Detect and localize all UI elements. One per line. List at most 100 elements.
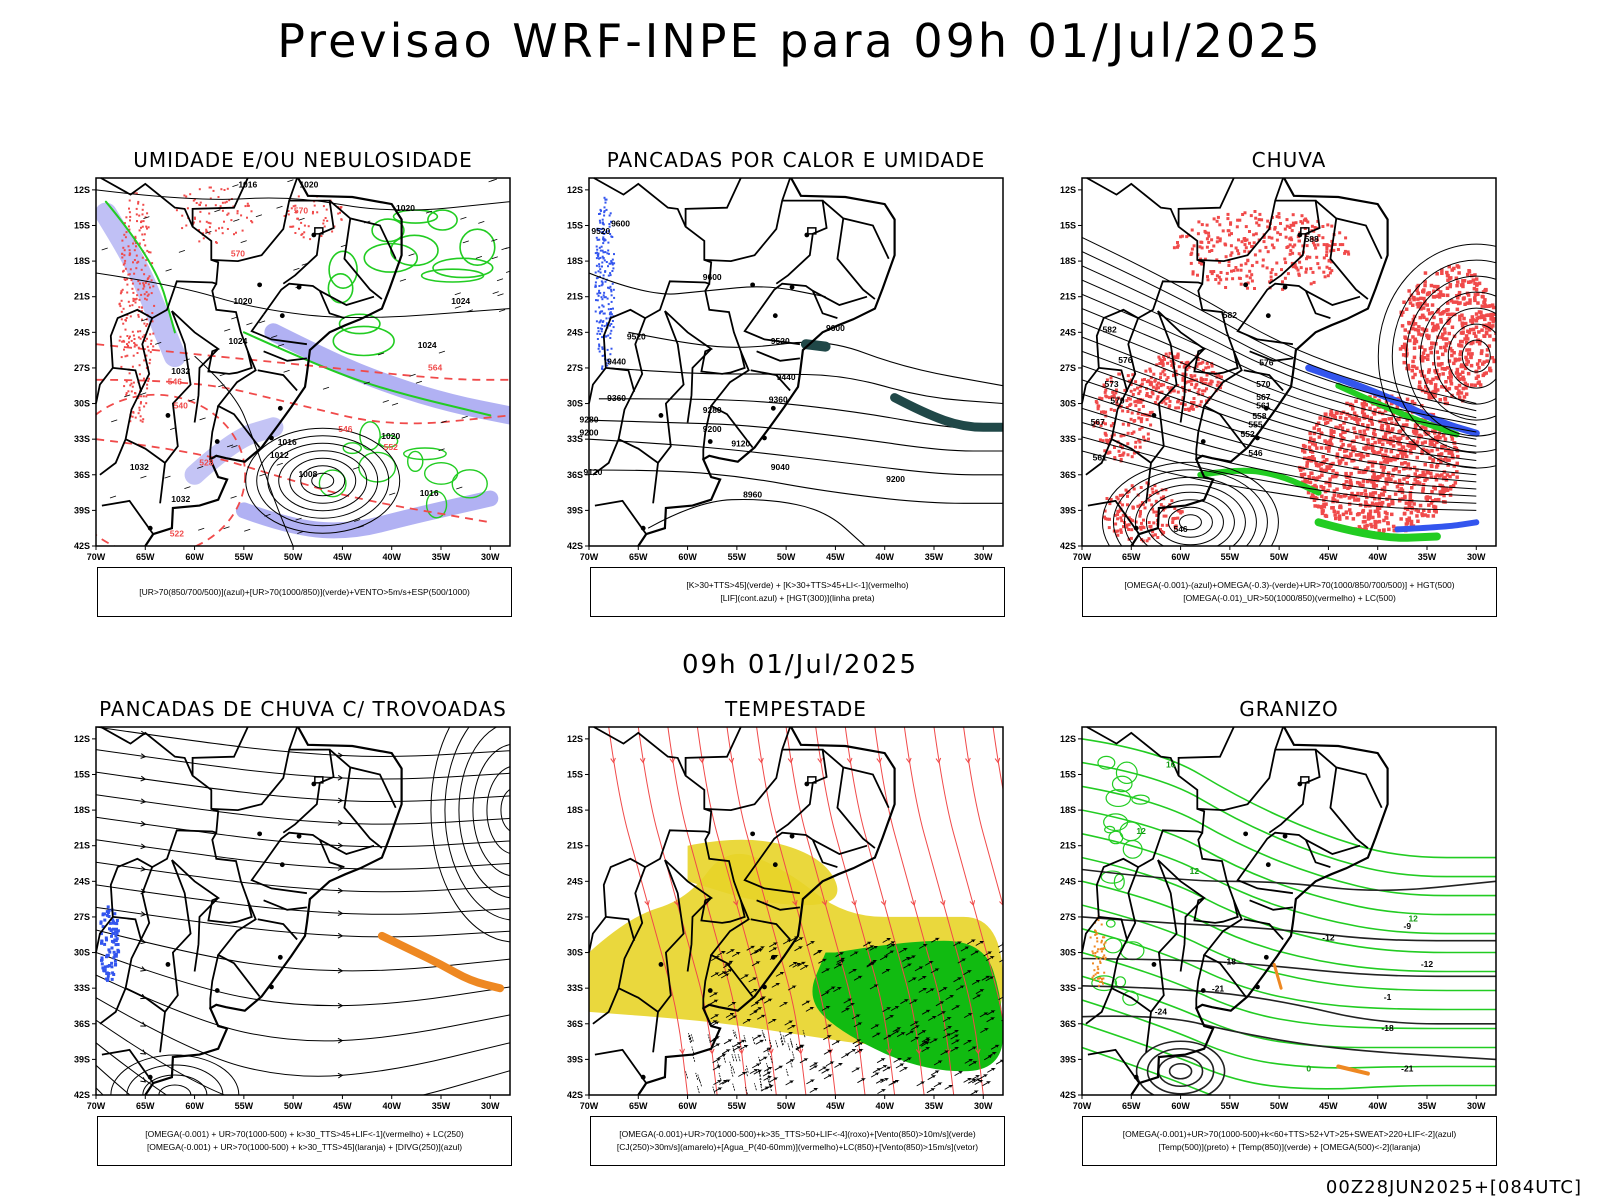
rain-red [1198, 261, 1202, 264]
rain-red [1125, 523, 1129, 527]
rain-red [1310, 224, 1314, 228]
rain-red [1159, 362, 1163, 365]
rain-red [1116, 513, 1119, 517]
moisture-red [125, 231, 128, 234]
rain-red [1330, 475, 1335, 479]
wind-vector [872, 1032, 882, 1038]
rain-red [1482, 334, 1487, 338]
lat-tick-label: 39S [74, 505, 90, 515]
lif-contour-blue [611, 258, 614, 261]
rain-red [1155, 397, 1159, 401]
moisture-red [212, 189, 215, 192]
rain-red [1359, 452, 1364, 456]
rain-red [1202, 368, 1205, 372]
divergence-blue [115, 922, 119, 926]
rain-red [1182, 365, 1186, 369]
rain-red [1462, 395, 1467, 399]
rain-red [1440, 335, 1444, 340]
rain-red [1205, 237, 1209, 241]
rain-red [1103, 449, 1107, 453]
rain-red [1100, 410, 1103, 414]
rain-red [1420, 359, 1425, 363]
rain-red [1395, 436, 1399, 441]
lat-tick-label: 24S [567, 327, 583, 337]
lon-tick-label: 40W [875, 552, 894, 562]
streamline [458, 727, 510, 899]
lif-contour-blue [598, 343, 601, 346]
legend-line: [OMEGA(-0.001) + UR>70(1000-500) + k>30_… [146, 1142, 463, 1152]
moisture-red [290, 225, 293, 228]
rain-red [1317, 505, 1321, 509]
rain-red [1477, 281, 1482, 286]
rain-red [1339, 494, 1343, 499]
state-border [684, 177, 742, 227]
wind-vector [999, 959, 1003, 963]
lif-contour-blue [607, 274, 610, 277]
rain-red [1372, 485, 1376, 489]
wind-vector [751, 961, 761, 967]
rain-red [1096, 421, 1100, 424]
wind-vector [968, 1061, 978, 1067]
rain-red [1400, 461, 1404, 466]
rain-red [1167, 405, 1171, 409]
wind-vector [787, 985, 797, 991]
lif-contour-blue [595, 236, 598, 239]
rain-red [1410, 399, 1415, 404]
rain-red [1314, 461, 1318, 465]
wind-vector [766, 1047, 770, 1056]
rain-red [1105, 441, 1109, 444]
lif-contour-blue [610, 329, 613, 332]
rain-red [1445, 401, 1449, 406]
wind-vector [868, 959, 878, 965]
lif-contour-blue [609, 324, 611, 327]
wind-vector [851, 1067, 861, 1073]
state-border [594, 499, 647, 535]
rain-red [1187, 407, 1190, 411]
contour-label: 9360 [607, 393, 626, 403]
moisture-red [124, 259, 127, 262]
temp-850-contour [1115, 761, 1138, 785]
rain-red [1206, 278, 1210, 282]
state-border [257, 369, 298, 392]
wind-vector [780, 1038, 784, 1046]
wind-vector [853, 975, 863, 981]
wind-vector [951, 1005, 961, 1011]
rain-red [1324, 496, 1328, 500]
streamline-850-arrow [699, 757, 705, 764]
humidity-contour-green [242, 331, 492, 417]
moisture-red [119, 305, 122, 308]
rain-red [1412, 355, 1417, 360]
moisture-red [136, 294, 139, 297]
streamline-arrow [140, 1077, 147, 1083]
rain-red [1434, 498, 1438, 502]
moisture-red [146, 227, 148, 230]
wind-vector [998, 995, 1003, 1000]
contour-label: -21 [1212, 984, 1225, 994]
map-border [95, 726, 511, 1096]
moisture-red [192, 199, 195, 202]
rain-red [1205, 373, 1209, 377]
rain-red [1360, 402, 1365, 406]
rain-red [1195, 404, 1199, 408]
rain-red [1164, 488, 1168, 492]
rain-red [1129, 536, 1133, 540]
lif-contour-blue [599, 249, 602, 252]
lon-tick-label: 40W [875, 1101, 894, 1111]
rain-red [1138, 503, 1142, 507]
rain-red [1364, 403, 1368, 407]
state-border [704, 726, 791, 812]
moisture-red [287, 210, 290, 212]
rain-red [1365, 523, 1369, 528]
wind-vector [883, 1034, 893, 1040]
rain-red [1384, 458, 1389, 462]
rain-red [1099, 424, 1103, 427]
rain-red [1373, 433, 1377, 437]
rain-red [1258, 249, 1262, 253]
moisture-red [120, 318, 123, 321]
rain-red [1447, 331, 1451, 336]
omega-orange [1091, 976, 1094, 979]
rain-red [1191, 270, 1195, 274]
rain-red [1415, 366, 1419, 370]
moisture-red [289, 225, 292, 228]
